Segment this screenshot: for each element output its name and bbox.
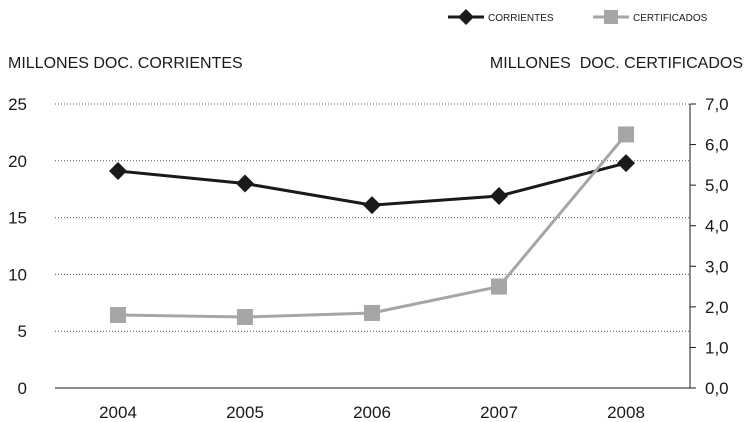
left-tick-label: 25	[8, 95, 27, 114]
data-point-corrientes	[363, 196, 381, 215]
x-axis-ticks: 2004 2005 2006 2007 2008	[99, 403, 645, 422]
left-tick-label: 5	[18, 322, 27, 341]
x-tick-label: 2005	[226, 403, 264, 422]
data-point-certificados	[618, 126, 634, 143]
legend-item-certificados: CERTIFICADOS	[593, 10, 708, 24]
left-tick-label: 15	[8, 209, 27, 228]
left-tick-label: 10	[8, 265, 27, 284]
x-tick-label: 2004	[99, 403, 137, 422]
right-tick-label: 0,0	[705, 379, 729, 398]
series-line-certificados	[117, 133, 628, 319]
right-axis-ticks: 0,0 1,0 2,0 3,0 4,0 5,0 6,0 7,0	[690, 95, 729, 398]
data-point-corrientes	[617, 154, 635, 173]
right-axis-title: MILLONES DOC. CERTIFICADOS	[490, 55, 743, 72]
data-point-corrientes	[109, 162, 127, 181]
left-tick-label: 0	[18, 379, 27, 398]
right-tick-label: 4,0	[705, 217, 729, 236]
data-point-certificados	[110, 306, 126, 323]
right-tick-label: 2,0	[705, 298, 729, 317]
legend: CORRIENTES CERTIFICADOS	[448, 9, 708, 25]
right-tick-label: 1,0	[705, 338, 729, 357]
left-axis-title: MILLONES DOC. CORRIENTES	[8, 55, 243, 72]
data-point-certificados	[364, 304, 380, 321]
legend-label-corrientes: CORRIENTES	[488, 13, 554, 24]
gridlines	[55, 103, 690, 332]
right-tick-label: 7,0	[705, 95, 729, 114]
x-tick-label: 2007	[480, 403, 518, 422]
left-tick-label: 20	[8, 152, 27, 171]
legend-item-corrientes: CORRIENTES	[448, 9, 554, 25]
legend-label-certificados: CERTIFICADOS	[633, 13, 708, 24]
data-point-corrientes	[490, 187, 508, 206]
right-tick-label: 5,0	[705, 176, 729, 195]
data-point-certificados	[491, 278, 507, 295]
legend-marker-corrientes	[458, 9, 474, 25]
left-axis-ticks: 0 5 10 15 20 25	[8, 95, 27, 398]
x-tick-label: 2006	[353, 403, 391, 422]
legend-marker-certificados	[604, 10, 618, 24]
data-point-corrientes	[236, 174, 254, 193]
axes	[55, 104, 691, 389]
data-point-certificados	[237, 309, 253, 325]
x-tick-label: 2008	[607, 403, 645, 422]
series-group	[109, 126, 635, 325]
right-tick-label: 6,0	[705, 136, 729, 155]
right-tick-label: 3,0	[705, 257, 729, 276]
